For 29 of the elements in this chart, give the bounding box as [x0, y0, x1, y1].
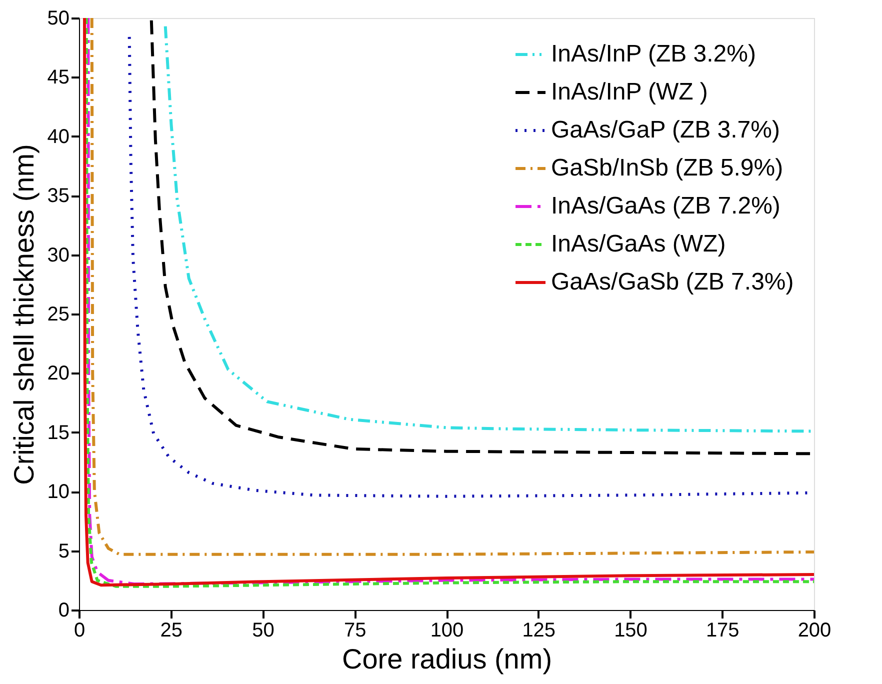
x-tick-label: 50 [252, 620, 274, 642]
y-tick-label: 20 [47, 362, 70, 385]
y-tick-label: 40 [47, 126, 70, 148]
x-tick-label: 150 [614, 620, 648, 642]
y-tick-label: 25 [47, 304, 70, 326]
x-tick-label: 100 [430, 620, 464, 642]
y-tick-label: 45 [47, 66, 70, 89]
y-tick-label: 0 [58, 600, 70, 622]
x-tick-label: 125 [522, 620, 556, 642]
x-tick-label: 0 [74, 620, 86, 642]
legend-label: GaAs/GaP (ZB 3.7%) [551, 116, 780, 144]
y-tick-label: 15 [47, 422, 70, 444]
x-axis-title: Core radius (nm) [342, 644, 552, 674]
legend-label: GaSb/InSb (ZB 5.9%) [551, 154, 784, 182]
x-tick-label: 25 [160, 620, 182, 642]
x-tick-label: 75 [344, 620, 366, 642]
legend-label: InAs/InP (WZ ) [551, 78, 708, 106]
legend-label: InAs/GaAs (WZ) [551, 230, 726, 258]
y-axis-title: Critical shell thickness (nm) [8, 144, 40, 485]
legend-label: GaAs/GaSb (ZB 7.3%) [551, 268, 794, 296]
y-tick-label: 30 [47, 244, 70, 266]
x-tick-label: 200 [798, 620, 832, 642]
y-tick-label: 35 [47, 185, 70, 208]
y-tick-label: 5 [58, 540, 70, 562]
x-tick-label: 175 [706, 620, 740, 642]
y-tick-label: 10 [47, 481, 70, 504]
y-tick-label: 50 [47, 8, 70, 30]
legend-label: InAs/InP (ZB 3.2%) [551, 40, 756, 68]
legend-label: InAs/GaAs (ZB 7.2%) [551, 192, 780, 220]
